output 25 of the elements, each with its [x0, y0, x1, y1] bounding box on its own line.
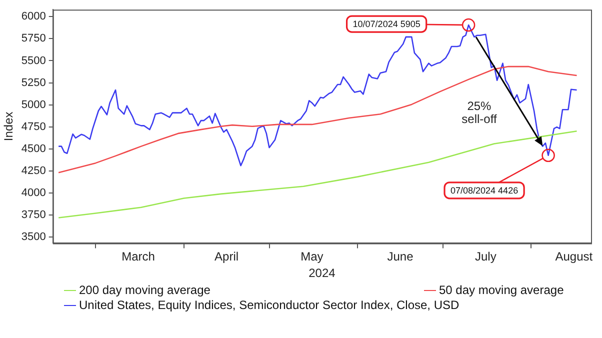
y-tick-label: 6000 [21, 10, 46, 23]
x-tick-label: June [387, 250, 414, 264]
y-tick-label: 5500 [21, 54, 46, 67]
y-tick-label: 5750 [21, 32, 46, 45]
y-tick-label: 4000 [21, 186, 46, 199]
y-tick-label: 4250 [21, 164, 46, 177]
x-tick-label: May [300, 250, 324, 264]
x-tick-label: April [214, 250, 239, 264]
annotation: 07/08/2024 4426 [450, 185, 518, 196]
annotation: 25% sell-off [462, 98, 498, 126]
legend-label: 200 day moving average [79, 283, 210, 297]
x-tick-label: July [474, 250, 496, 264]
legend-label: 50 day moving average [439, 283, 564, 297]
y-tick-label: 3750 [21, 209, 46, 222]
y-tick-label: 5000 [21, 98, 46, 111]
y-tick-label: 5250 [21, 76, 46, 89]
legend-label: United States, Equity Indices, Semiconductor Sector Index, Close, USD [79, 298, 460, 312]
x-tick-label: August [555, 250, 594, 264]
x-tick-label: March [122, 250, 155, 264]
y-tick-label: 4500 [21, 142, 46, 155]
y-tick-label: 3500 [21, 231, 46, 244]
x-axis-title: 2024 [308, 266, 336, 280]
y-axis-title: Index [2, 112, 16, 142]
y-tick-label: 4750 [21, 120, 46, 133]
annotation: 10/07/2024 5905 [352, 19, 420, 30]
